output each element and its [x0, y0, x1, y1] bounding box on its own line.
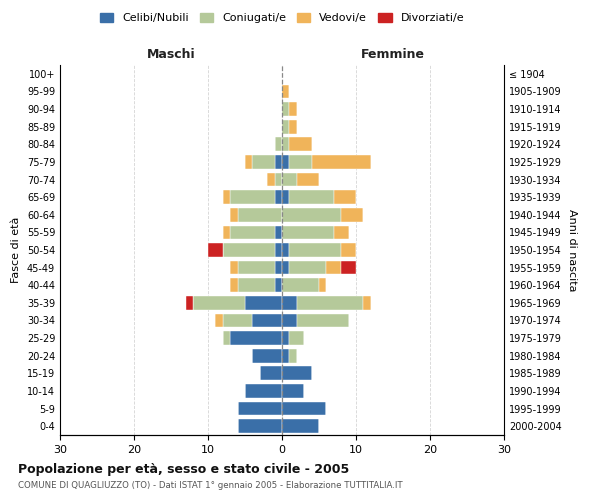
- Bar: [275, 155, 282, 169]
- Bar: [289, 349, 297, 362]
- Bar: [326, 260, 341, 274]
- Bar: [245, 155, 253, 169]
- Text: COMUNE DI QUAGLIUZZO (TO) - Dati ISTAT 1° gennaio 2005 - Elaborazione TUTTITALIA: COMUNE DI QUAGLIUZZO (TO) - Dati ISTAT 1…: [18, 481, 403, 490]
- Bar: [275, 260, 282, 274]
- Bar: [289, 190, 334, 204]
- Text: Femmine: Femmine: [361, 48, 425, 62]
- Bar: [275, 226, 282, 239]
- Bar: [297, 172, 319, 186]
- Bar: [282, 208, 341, 222]
- Bar: [230, 226, 275, 239]
- Bar: [289, 120, 297, 134]
- Bar: [275, 243, 282, 257]
- Bar: [275, 172, 282, 186]
- Bar: [253, 155, 275, 169]
- Bar: [282, 402, 326, 415]
- Bar: [238, 402, 282, 415]
- Bar: [282, 420, 319, 433]
- Bar: [238, 260, 275, 274]
- Bar: [282, 84, 289, 98]
- Bar: [311, 155, 371, 169]
- Text: Maschi: Maschi: [146, 48, 196, 62]
- Bar: [223, 331, 230, 345]
- Bar: [282, 120, 289, 134]
- Bar: [215, 314, 223, 328]
- Y-axis label: Anni di nascita: Anni di nascita: [567, 209, 577, 291]
- Bar: [230, 208, 238, 222]
- Bar: [282, 155, 289, 169]
- Bar: [334, 226, 349, 239]
- Bar: [275, 138, 282, 151]
- Bar: [230, 260, 238, 274]
- Bar: [282, 172, 297, 186]
- Bar: [282, 296, 297, 310]
- Bar: [245, 384, 282, 398]
- Bar: [230, 331, 282, 345]
- Bar: [282, 226, 334, 239]
- Bar: [223, 314, 253, 328]
- Bar: [289, 102, 297, 116]
- Bar: [230, 278, 238, 292]
- Bar: [289, 155, 311, 169]
- Bar: [208, 243, 223, 257]
- Text: Popolazione per età, sesso e stato civile - 2005: Popolazione per età, sesso e stato civil…: [18, 462, 349, 475]
- Bar: [282, 138, 289, 151]
- Bar: [297, 314, 349, 328]
- Bar: [289, 243, 341, 257]
- Bar: [282, 102, 289, 116]
- Bar: [282, 243, 289, 257]
- Bar: [253, 314, 282, 328]
- Bar: [282, 260, 289, 274]
- Bar: [282, 278, 319, 292]
- Bar: [267, 172, 275, 186]
- Bar: [282, 331, 289, 345]
- Legend: Celibi/Nubili, Coniugati/e, Vedovi/e, Divorziati/e: Celibi/Nubili, Coniugati/e, Vedovi/e, Di…: [95, 8, 469, 28]
- Bar: [238, 208, 282, 222]
- Bar: [245, 296, 282, 310]
- Bar: [223, 226, 230, 239]
- Bar: [364, 296, 371, 310]
- Bar: [282, 190, 289, 204]
- Bar: [223, 190, 230, 204]
- Bar: [275, 190, 282, 204]
- Bar: [341, 243, 356, 257]
- Bar: [253, 349, 282, 362]
- Bar: [282, 349, 289, 362]
- Bar: [238, 420, 282, 433]
- Bar: [275, 278, 282, 292]
- Bar: [334, 190, 356, 204]
- Bar: [297, 296, 364, 310]
- Bar: [193, 296, 245, 310]
- Bar: [282, 384, 304, 398]
- Y-axis label: Fasce di età: Fasce di età: [11, 217, 21, 283]
- Bar: [230, 190, 275, 204]
- Bar: [289, 138, 311, 151]
- Bar: [289, 331, 304, 345]
- Bar: [319, 278, 326, 292]
- Bar: [223, 243, 275, 257]
- Bar: [260, 366, 282, 380]
- Bar: [282, 314, 297, 328]
- Bar: [341, 208, 364, 222]
- Bar: [282, 366, 311, 380]
- Bar: [238, 278, 275, 292]
- Bar: [186, 296, 193, 310]
- Bar: [289, 260, 326, 274]
- Bar: [341, 260, 356, 274]
